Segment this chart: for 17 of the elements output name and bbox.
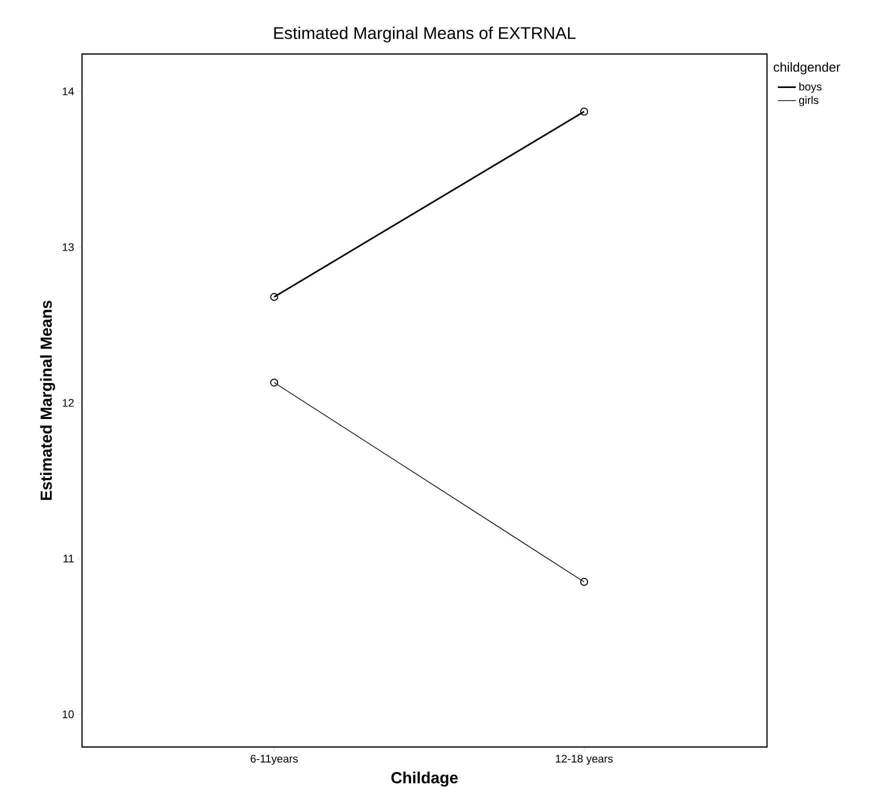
point (580, 108, 588, 116)
legend-label: girls (799, 96, 818, 106)
x-tick-label: 6-11years (250, 754, 298, 765)
point (270, 378, 278, 387)
point (270, 292, 278, 301)
legend-title: childgender (774, 62, 840, 74)
point (580, 578, 588, 586)
y-tick-label: 12 (62, 399, 74, 407)
x-axis-title: Childage (391, 772, 458, 787)
y-tick-label: 10 (62, 710, 74, 718)
legend-label: boys (799, 82, 822, 93)
y-tick-label: 14 (62, 88, 74, 96)
y-tick-label: 13 (62, 243, 74, 251)
y-tick-label: 11 (64, 554, 74, 562)
x-tick-label: 12-18 years (556, 754, 613, 765)
chart-title: Estimated Marginal Means of EXTRNAL (274, 26, 576, 42)
y-axis-title: Estimated Marginal Means (40, 300, 56, 500)
